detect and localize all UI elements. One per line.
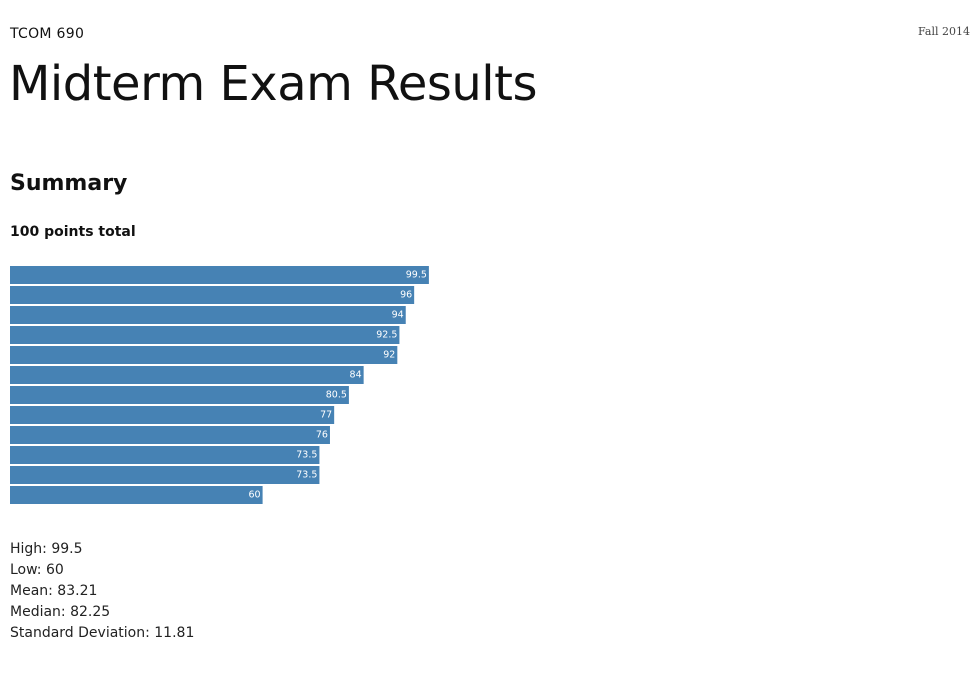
stat-median: Median: 82.25	[10, 604, 111, 620]
stat-standard-deviation: Standard Deviation: 11.81	[10, 625, 195, 641]
term-label: Fall 2014	[918, 25, 970, 38]
stats-list: High: 99.5 Low: 60 Mean: 83.21 Median: 8…	[10, 539, 194, 644]
score-bar-label: 73.5	[296, 470, 317, 481]
stat-low: Low: 60	[10, 562, 64, 578]
score-bar-label: 96	[400, 290, 412, 301]
section-heading-summary: Summary	[10, 171, 128, 196]
score-bar	[10, 486, 263, 504]
score-bar-label: 73.5	[296, 450, 317, 461]
course-code: TCOM 690	[10, 26, 85, 42]
score-bar	[10, 306, 406, 324]
score-bar-label: 76	[316, 430, 328, 441]
page-title: Midterm Exam Results	[9, 56, 537, 112]
score-bar	[10, 366, 364, 384]
score-bar	[10, 346, 398, 364]
score-bar-label: 77	[320, 410, 332, 421]
score-bar	[10, 286, 415, 304]
score-bar-label: 92.5	[376, 330, 397, 341]
score-bar-label: 92	[383, 350, 395, 361]
score-bar	[10, 426, 330, 444]
score-bar	[10, 326, 400, 344]
score-bar-label: 84	[350, 370, 362, 381]
score-bar	[10, 466, 320, 484]
score-bar	[10, 446, 320, 464]
stat-mean: Mean: 83.21	[10, 583, 98, 599]
stat-high: High: 99.5	[10, 541, 83, 557]
points-total: 100 points total	[10, 224, 136, 240]
score-bar	[10, 386, 349, 404]
score-bar	[10, 266, 429, 284]
score-bar-label: 94	[392, 310, 404, 321]
score-bar-label: 60	[249, 490, 261, 501]
score-bar-label: 80.5	[326, 390, 347, 401]
score-bar	[10, 406, 335, 424]
score-bar-label: 99.5	[406, 270, 427, 281]
